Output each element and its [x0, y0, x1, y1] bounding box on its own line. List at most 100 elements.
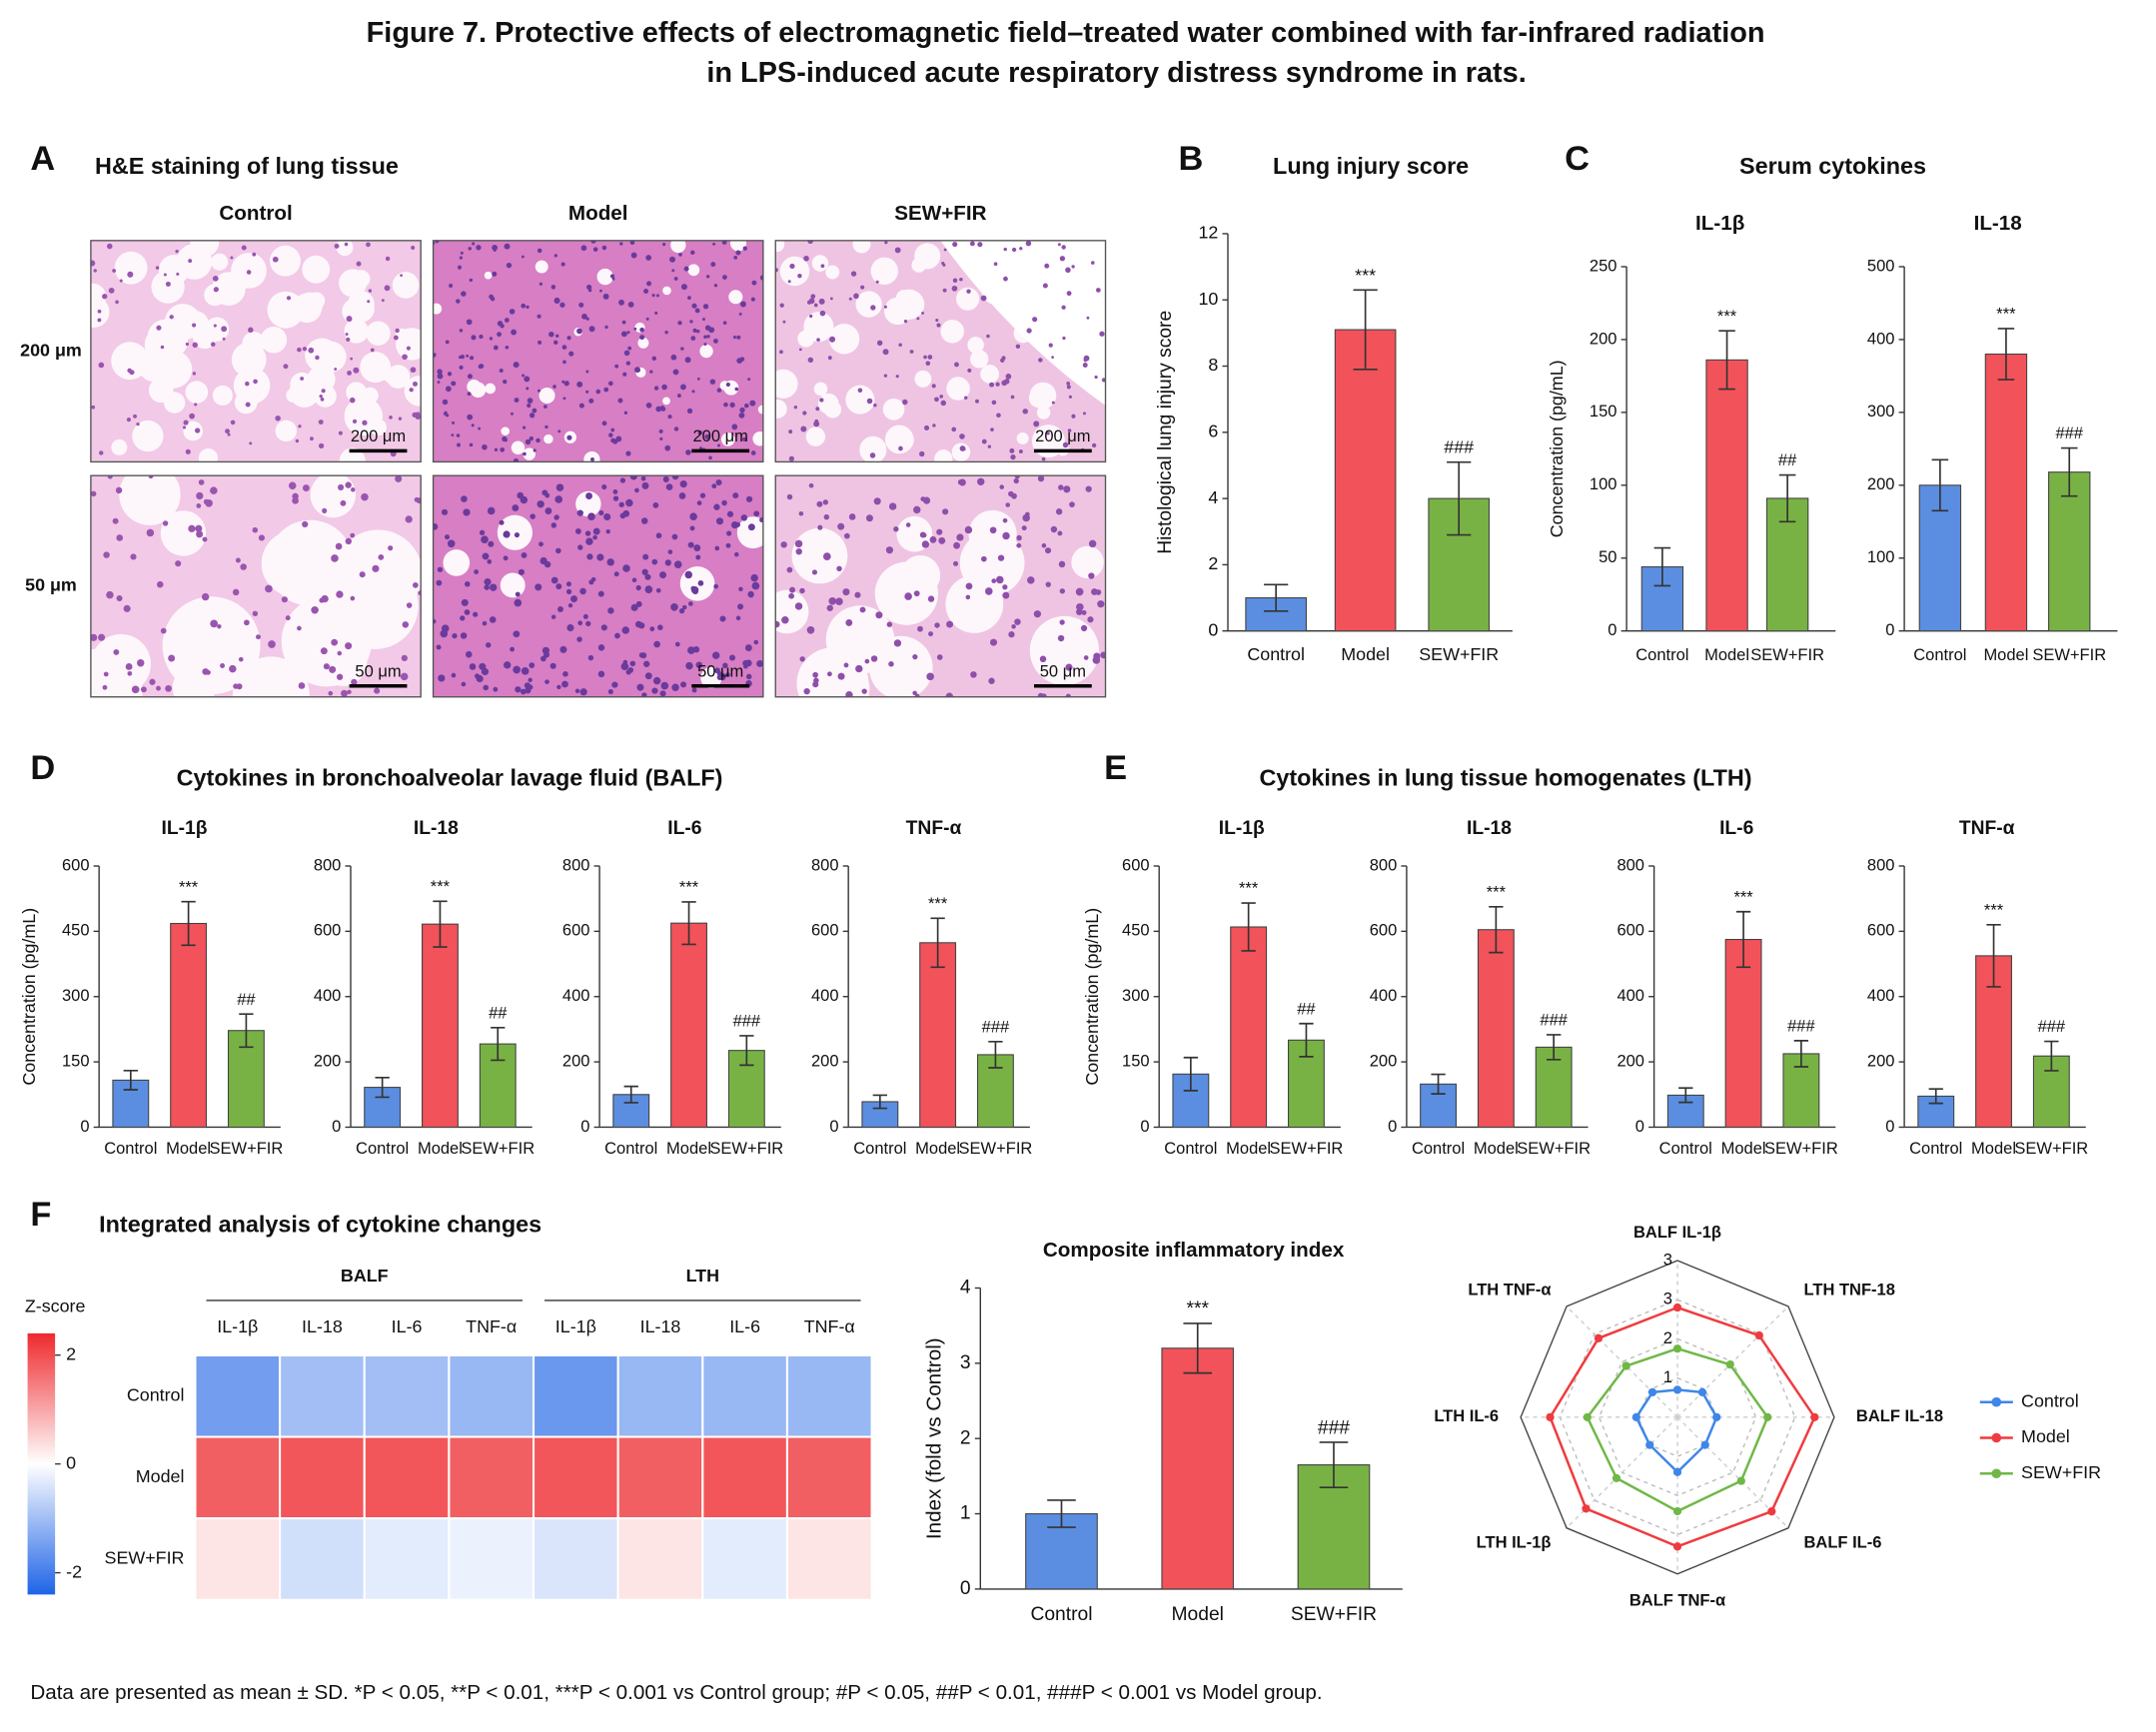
nucleus	[904, 592, 912, 600]
nucleus	[103, 671, 109, 677]
nucleus	[574, 528, 581, 534]
nucleus	[459, 365, 464, 370]
nucleus	[568, 351, 574, 357]
y-tick-label: 0	[1208, 619, 1218, 639]
alveolus	[791, 527, 848, 584]
alveolus	[233, 367, 271, 405]
nucleus	[123, 604, 131, 612]
nucleus	[719, 615, 726, 622]
nucleus	[687, 541, 694, 548]
nucleus	[802, 411, 807, 416]
nucleus	[713, 339, 718, 344]
nucleus	[903, 320, 908, 324]
column-label: IL-6	[392, 1316, 423, 1336]
nucleus	[913, 590, 920, 597]
nucleus	[525, 438, 532, 445]
nucleus	[160, 627, 167, 634]
nucleus	[716, 674, 723, 680]
nucleus	[934, 397, 939, 403]
nucleus	[893, 526, 899, 532]
x-tick-label: Model	[915, 1140, 960, 1158]
nucleus	[638, 622, 645, 629]
nucleus	[1014, 475, 1020, 479]
nucleus	[1057, 634, 1065, 642]
alveolus	[775, 369, 798, 399]
nucleus	[585, 317, 589, 321]
nucleus	[540, 655, 546, 662]
nucleus	[876, 340, 883, 347]
heatmap-cell	[532, 1353, 619, 1438]
nucleus	[1025, 240, 1032, 247]
nucleus	[696, 330, 700, 334]
y-tick-label: 600	[562, 922, 590, 940]
alveolus	[183, 421, 203, 441]
nucleus	[601, 421, 607, 427]
significance-label: ***	[1733, 888, 1753, 906]
row-label: Control	[127, 1384, 185, 1404]
radar-point	[1546, 1412, 1555, 1421]
nucleus	[292, 496, 299, 504]
legend-label: SEW+FIR	[2021, 1462, 2101, 1482]
nucleus	[196, 491, 204, 500]
nucleus	[715, 517, 724, 525]
heatmap-cell	[448, 1435, 536, 1520]
nucleus	[488, 540, 495, 547]
radar-point	[1621, 1361, 1630, 1370]
nucleus	[965, 582, 973, 590]
nucleus	[670, 354, 677, 361]
nucleus	[1044, 547, 1052, 554]
nucleus	[286, 296, 292, 301]
nucleus	[479, 529, 486, 535]
nucleus	[553, 297, 560, 304]
nucleus	[252, 610, 259, 617]
nucleus	[703, 335, 707, 340]
nucleus	[610, 428, 615, 433]
figure-title: in LPS-induced acute respiratory distres…	[706, 57, 1526, 89]
nucleus	[297, 625, 302, 631]
nucleus	[1009, 447, 1015, 453]
nucleus	[630, 252, 637, 259]
panel-title: Cytokines in lung tissue homogenates (LT…	[1259, 764, 1751, 790]
nucleus	[562, 397, 566, 401]
nucleus	[859, 606, 866, 613]
nucleus	[709, 379, 716, 385]
y-tick-label: 2	[1208, 553, 1218, 573]
nucleus	[931, 384, 936, 389]
nucleus	[706, 335, 710, 339]
nucleus	[288, 481, 297, 489]
nucleus	[870, 655, 878, 662]
nucleus	[843, 662, 849, 668]
nucleus	[350, 595, 356, 601]
nucleus	[418, 590, 422, 595]
nucleus	[213, 324, 217, 328]
y-tick-label: 150	[1590, 403, 1617, 421]
nucleus	[940, 400, 947, 407]
nucleus	[500, 324, 505, 329]
nucleus	[1068, 395, 1072, 399]
nucleus	[870, 305, 876, 311]
alveolus	[386, 365, 411, 389]
chart-title: IL-1β	[161, 818, 207, 839]
y-axis-label: Index (fold vs Control)	[922, 1337, 945, 1539]
nucleus	[716, 388, 722, 393]
nucleus	[704, 433, 710, 439]
alveolus	[596, 268, 613, 286]
nucleus	[494, 447, 499, 451]
nucleus	[819, 310, 826, 317]
nucleus	[337, 650, 343, 656]
nucleus	[272, 256, 279, 263]
micrograph-frame	[774, 240, 1107, 463]
chart-title: IL-18	[1467, 818, 1512, 839]
nucleus	[410, 367, 417, 374]
nucleus	[1048, 343, 1053, 348]
nucleus	[221, 326, 228, 333]
nucleus	[643, 289, 648, 294]
nucleus	[130, 553, 137, 560]
nucleus	[603, 387, 609, 393]
nucleus	[367, 300, 371, 304]
nucleus	[497, 332, 502, 338]
nucleus	[318, 442, 325, 448]
y-tick-label: 4	[1208, 487, 1218, 507]
y-tick-label: 400	[811, 987, 839, 1005]
